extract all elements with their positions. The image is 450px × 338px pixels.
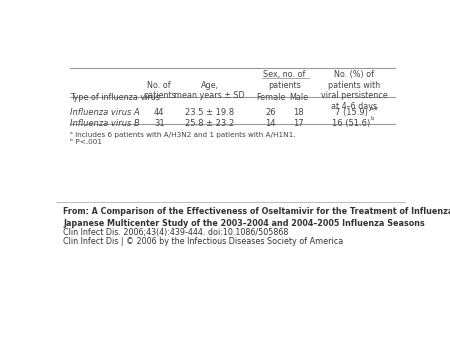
Text: 7 (15.9): 7 (15.9) xyxy=(334,108,367,117)
Text: ᵇ P<.001: ᵇ P<.001 xyxy=(70,140,102,145)
Text: Type of influenza virus: Type of influenza virus xyxy=(70,93,160,102)
Text: Age,
mean years ± SD: Age, mean years ± SD xyxy=(175,81,245,100)
Text: b: b xyxy=(370,116,374,121)
Text: 26: 26 xyxy=(266,108,276,117)
Text: Sex, no. of
patients: Sex, no. of patients xyxy=(264,71,306,90)
Text: Male: Male xyxy=(289,93,308,102)
Text: Influenza virus B: Influenza virus B xyxy=(70,119,140,128)
Text: 44: 44 xyxy=(154,108,164,117)
Text: Japanese Multicenter Study of the 2003–2004 and 2004–2005 Influenza Seasons: Japanese Multicenter Study of the 2003–2… xyxy=(63,219,425,228)
Text: From: A Comparison of the Effectiveness of Oseltamivir for the Treatment of Infl: From: A Comparison of the Effectiveness … xyxy=(63,207,450,216)
Text: 16 (51.6): 16 (51.6) xyxy=(332,119,370,128)
Text: Clin Infect Dis | © 2006 by the Infectious Diseases Society of America: Clin Infect Dis | © 2006 by the Infectio… xyxy=(63,237,343,246)
Text: 18: 18 xyxy=(293,108,304,117)
Text: 17: 17 xyxy=(293,119,304,128)
Text: No. of
patients: No. of patients xyxy=(143,81,176,100)
Text: Influenza virus A: Influenza virus A xyxy=(70,108,140,117)
Text: Clin Infect Dis. 2006;43(4):439-444. doi:10.1086/505868: Clin Infect Dis. 2006;43(4):439-444. doi… xyxy=(63,228,288,237)
Text: ᵃ Includes 6 patients with A/H3N2 and 1 patients with A/H1N1.: ᵃ Includes 6 patients with A/H3N2 and 1 … xyxy=(70,132,296,138)
Text: 14: 14 xyxy=(266,119,276,128)
Text: Female: Female xyxy=(256,93,285,102)
Text: 31: 31 xyxy=(154,119,164,128)
Text: 25.8 ± 23.2: 25.8 ± 23.2 xyxy=(185,119,234,128)
Text: 23.5 ± 19.8: 23.5 ± 19.8 xyxy=(185,108,234,117)
Text: a,b: a,b xyxy=(370,105,379,111)
Text: No. (%) of
patients with
viral persistence
at 4–6 days: No. (%) of patients with viral persisten… xyxy=(321,71,388,111)
